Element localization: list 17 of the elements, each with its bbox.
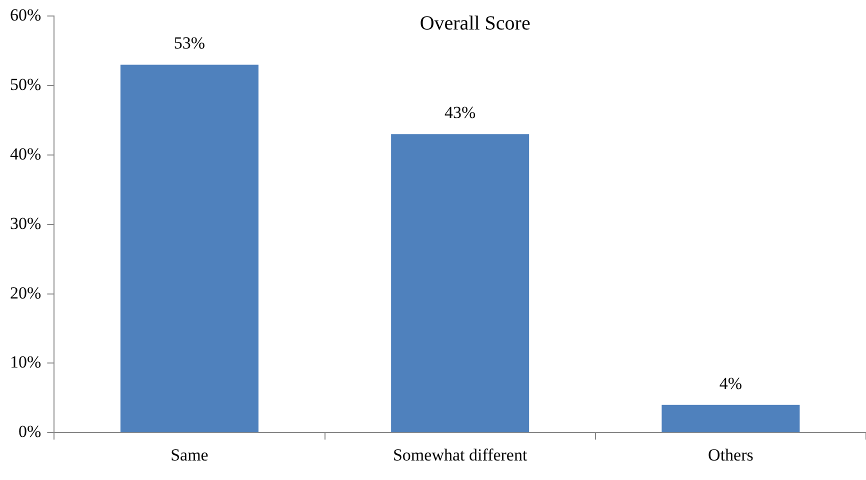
y-tick-label: 50% — [10, 75, 42, 94]
y-tick-label: 20% — [10, 283, 42, 302]
x-tick-label: Others — [708, 445, 754, 464]
data-label: 43% — [444, 103, 476, 122]
y-tick-label: 10% — [10, 352, 42, 372]
x-tick-label: Somewhat different — [392, 445, 528, 464]
x-tick-label: Same — [170, 445, 208, 464]
y-tick-label: 60% — [10, 6, 42, 25]
bar — [391, 134, 530, 432]
y-tick-label: 0% — [18, 422, 42, 442]
data-label: 4% — [719, 374, 742, 393]
bar — [662, 404, 800, 432]
bar — [120, 64, 258, 432]
y-tick-label: 30% — [10, 214, 42, 233]
y-tick-label: 40% — [10, 144, 42, 164]
chart-title: Overall Score — [420, 12, 530, 34]
data-label: 53% — [174, 34, 206, 53]
